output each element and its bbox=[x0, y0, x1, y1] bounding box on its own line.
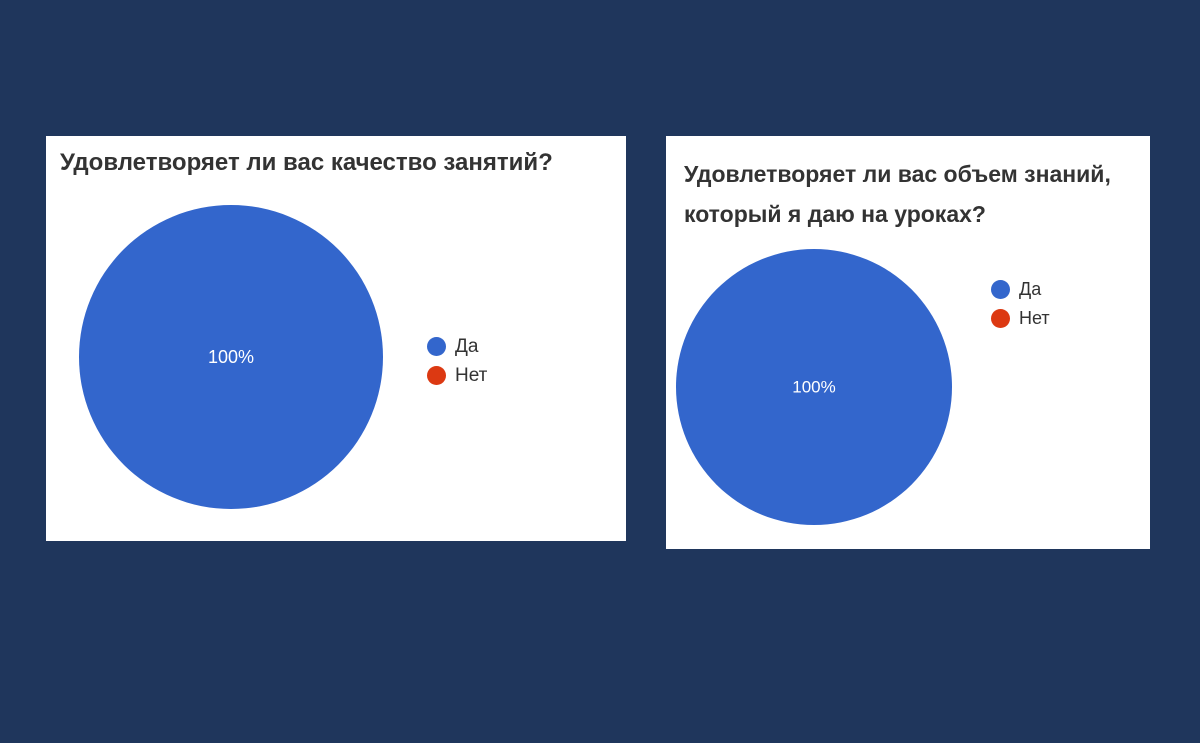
pie-chart-quality: 100% bbox=[79, 205, 383, 509]
chart-title-line-2: который я даю на уроках? bbox=[684, 201, 986, 227]
pie-chart-knowledge: 100% bbox=[676, 249, 952, 525]
legend-label-no: Нет bbox=[455, 364, 488, 386]
legend-swatch-no bbox=[991, 309, 1010, 328]
legend-item-no: Нет bbox=[991, 304, 1050, 333]
pie-slice-yes bbox=[79, 205, 383, 509]
chart-card-quality: Удовлетворяет ли вас качество занятий? 1… bbox=[46, 136, 626, 541]
pie-data-label: 100% bbox=[208, 347, 254, 367]
legend-item-no: Нет bbox=[427, 361, 487, 390]
legend-swatch-yes bbox=[427, 337, 446, 356]
legend: Да Нет bbox=[991, 275, 1050, 333]
legend: Да Нет bbox=[427, 332, 487, 390]
chart-card-knowledge: Удовлетворяет ли вас объем знаний, котор… bbox=[666, 136, 1150, 549]
legend-item-yes: Да bbox=[427, 332, 487, 361]
legend-item-yes: Да bbox=[991, 275, 1050, 304]
pie-slice-yes bbox=[676, 249, 952, 525]
legend-label-no: Нет bbox=[1019, 308, 1050, 328]
legend-label-yes: Да bbox=[455, 335, 479, 357]
chart-title: Удовлетворяет ли вас объем знаний, котор… bbox=[684, 154, 1111, 234]
chart-title-line-1: Удовлетворяет ли вас объем знаний, bbox=[684, 161, 1111, 187]
legend-swatch-no bbox=[427, 366, 446, 385]
pie-data-label: 100% bbox=[792, 378, 835, 397]
chart-title: Удовлетворяет ли вас качество занятий? bbox=[60, 149, 553, 176]
legend-swatch-yes bbox=[991, 280, 1010, 299]
legend-label-yes: Да bbox=[1019, 279, 1042, 299]
